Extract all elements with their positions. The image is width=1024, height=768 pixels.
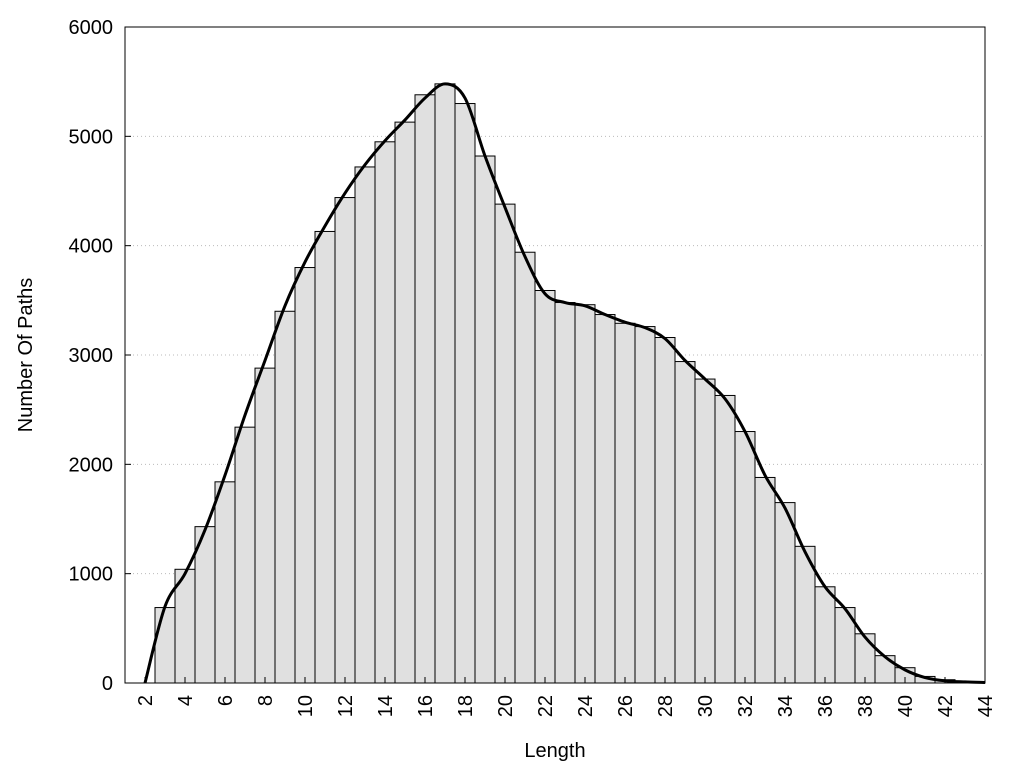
bar: [254, 367, 276, 684]
x-tick-label: 4: [175, 695, 197, 706]
bar: [494, 203, 516, 684]
bar: [354, 166, 376, 684]
bar: [234, 426, 256, 684]
bar: [854, 633, 876, 684]
bar: [214, 481, 236, 684]
bar: [434, 83, 456, 684]
bar: [694, 378, 716, 684]
x-tick-label: 16: [415, 695, 437, 717]
x-tick-label: 32: [735, 695, 757, 717]
bar: [734, 431, 756, 684]
x-tick-label: 8: [255, 695, 277, 706]
bar: [514, 251, 536, 684]
bar: [394, 121, 416, 684]
x-tick-label: 42: [935, 695, 957, 717]
x-tick-label: 28: [655, 695, 677, 717]
x-tick-label: 24: [575, 695, 597, 717]
bar: [554, 302, 576, 684]
y-tick-label: 1000: [69, 564, 114, 586]
bar: [314, 230, 336, 684]
x-tick-label: 6: [215, 695, 237, 706]
bar: [814, 586, 836, 684]
x-tick-label: 26: [615, 695, 637, 717]
x-tick-label: 2: [135, 695, 157, 706]
x-tick-label: 44: [975, 695, 997, 717]
bar: [414, 94, 436, 684]
y-tick-label: 2000: [69, 454, 114, 476]
plot-frame: [124, 26, 986, 684]
bar: [154, 607, 176, 684]
bar: [754, 476, 776, 684]
bar: [634, 326, 656, 684]
bar: [294, 267, 316, 684]
x-tick-label: 34: [775, 695, 797, 717]
bar: [874, 655, 896, 684]
y-tick-label: 0: [102, 673, 113, 695]
x-axis-label: Length: [524, 740, 585, 762]
y-tick-label: 5000: [69, 126, 114, 148]
bar: [534, 289, 556, 684]
bar: [594, 314, 616, 684]
x-tick-label: 18: [455, 695, 477, 717]
bar: [674, 361, 696, 684]
bar: [614, 322, 636, 684]
x-tick-label: 22: [535, 695, 557, 717]
x-tick-label: 36: [815, 695, 837, 717]
x-tick-label: 10: [295, 695, 317, 717]
bar: [334, 197, 356, 684]
bar: [474, 155, 496, 684]
x-tick-label: 14: [375, 695, 397, 717]
y-tick-label: 3000: [69, 345, 114, 367]
curve-line: [143, 82, 986, 684]
bar: [574, 304, 596, 684]
bar: [654, 337, 676, 684]
x-tick-label: 38: [855, 695, 877, 717]
bar: [274, 310, 296, 684]
y-axis-label: Number Of Paths: [15, 278, 37, 433]
bar: [374, 141, 396, 684]
x-tick-label: 40: [895, 695, 917, 717]
x-tick-label: 12: [335, 695, 357, 717]
y-tick-label: 6000: [69, 17, 114, 39]
x-tick-label: 30: [695, 695, 717, 717]
x-tick-label: 20: [495, 695, 517, 717]
y-tick-label: 4000: [69, 236, 114, 258]
bar: [454, 103, 476, 684]
bar: [714, 394, 736, 684]
bar: [774, 502, 796, 684]
